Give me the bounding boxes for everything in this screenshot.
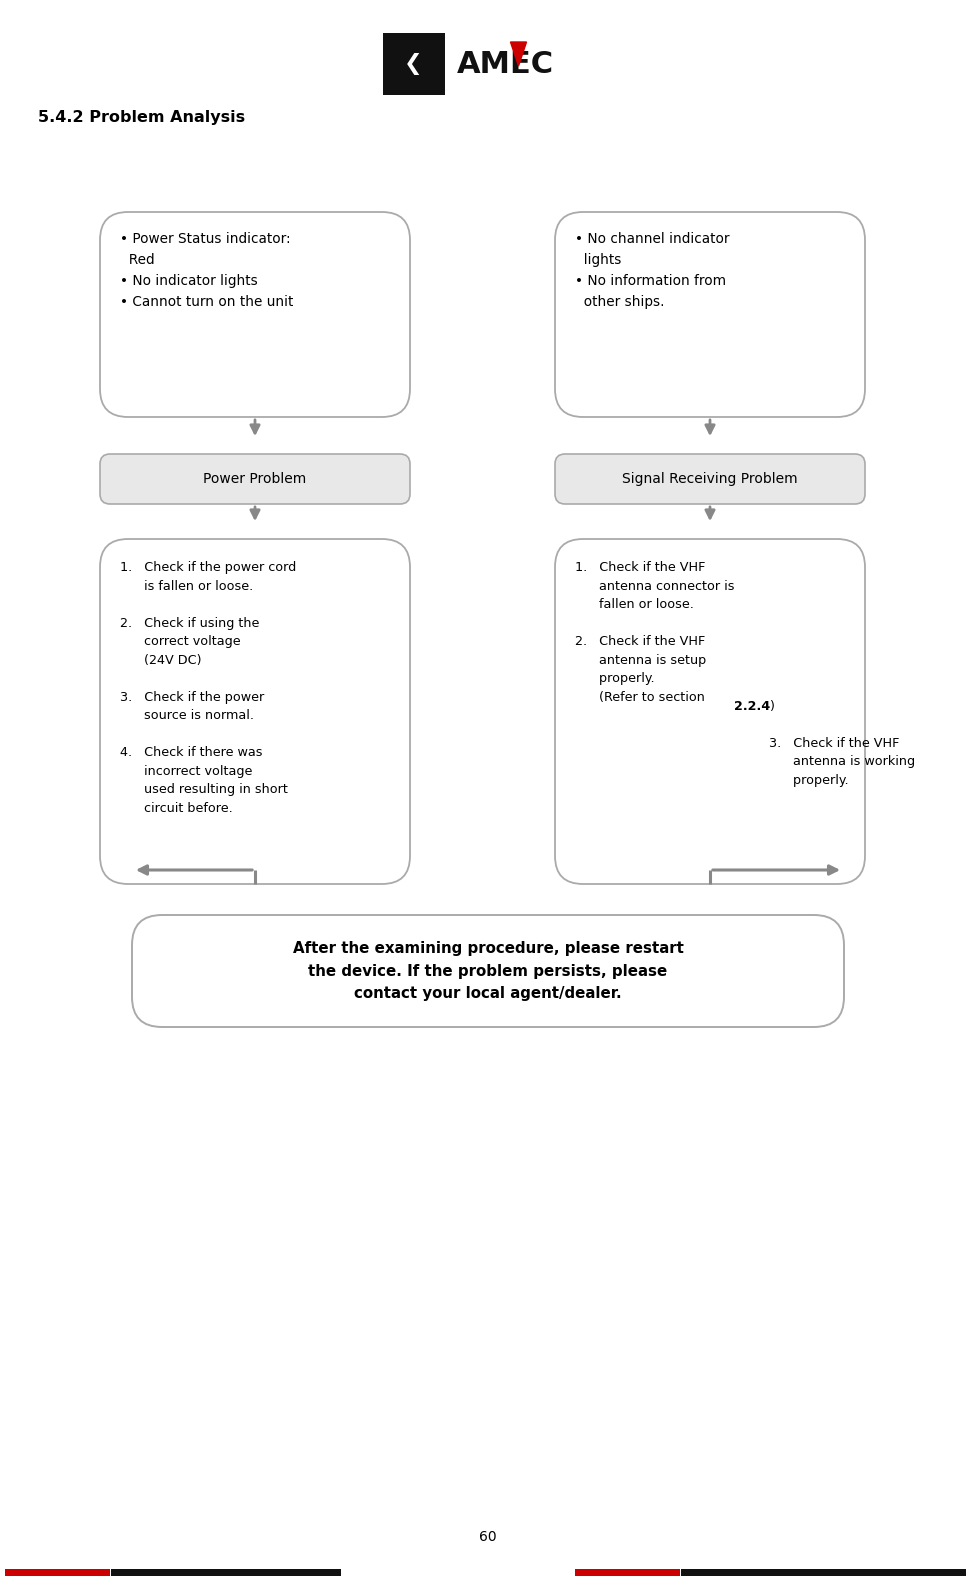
Text: • Power Status indicator:
  Red
• No indicator lights
• Cannot turn on the unit: • Power Status indicator: Red • No indic… bbox=[120, 232, 293, 310]
FancyBboxPatch shape bbox=[100, 454, 410, 504]
Text: 2.2.4: 2.2.4 bbox=[734, 699, 770, 712]
Bar bbox=[5, 1568, 110, 1576]
FancyBboxPatch shape bbox=[555, 539, 865, 883]
Text: • No channel indicator
  lights
• No information from
  other ships.: • No channel indicator lights • No infor… bbox=[575, 232, 729, 310]
Text: Power Problem: Power Problem bbox=[204, 472, 306, 486]
Text: )

3.   Check if the VHF
      antenna is working
      properly.: ) 3. Check if the VHF antenna is working… bbox=[769, 699, 916, 787]
Bar bbox=[382, 33, 445, 95]
Text: 1.   Check if the VHF
      antenna connector is
      fallen or loose.

2.   Ch: 1. Check if the VHF antenna connector is… bbox=[575, 561, 734, 704]
Text: After the examining procedure, please restart
the device. If the problem persist: After the examining procedure, please re… bbox=[292, 941, 683, 1001]
FancyBboxPatch shape bbox=[132, 915, 844, 1026]
FancyBboxPatch shape bbox=[100, 211, 410, 416]
Text: AMEC: AMEC bbox=[456, 49, 554, 78]
FancyBboxPatch shape bbox=[555, 211, 865, 416]
Bar bbox=[111, 1568, 341, 1576]
Text: 60: 60 bbox=[479, 1530, 496, 1545]
FancyBboxPatch shape bbox=[555, 454, 865, 504]
Text: 1.   Check if the power cord
      is fallen or loose.

2.   Check if using the
: 1. Check if the power cord is fallen or … bbox=[120, 561, 296, 815]
Text: 5.4.2 Problem Analysis: 5.4.2 Problem Analysis bbox=[38, 110, 245, 124]
FancyBboxPatch shape bbox=[100, 539, 410, 883]
Bar bbox=[575, 1568, 680, 1576]
Text: ❮: ❮ bbox=[405, 52, 423, 75]
Polygon shape bbox=[511, 41, 526, 67]
Bar bbox=[681, 1568, 966, 1576]
Text: Signal Receiving Problem: Signal Receiving Problem bbox=[622, 472, 798, 486]
